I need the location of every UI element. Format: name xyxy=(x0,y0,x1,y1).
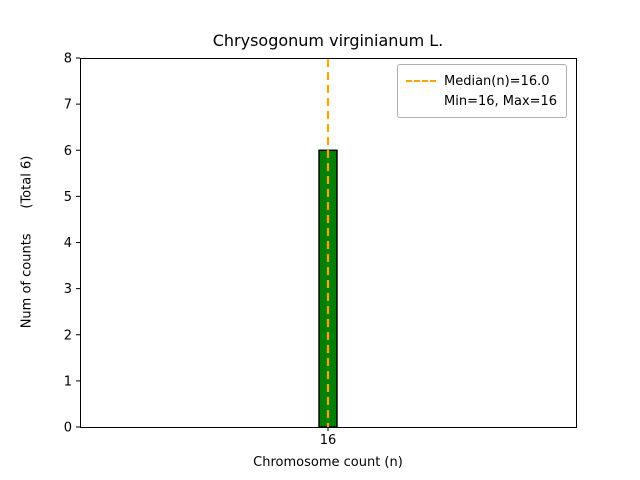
legend-row-median: Median(n)=16.0 xyxy=(406,71,558,91)
y-tick-label: 0 xyxy=(64,421,72,436)
legend-label-median: Median(n)=16.0 xyxy=(444,73,550,89)
y-tick-label: 6 xyxy=(64,144,72,159)
y-tick-label: 2 xyxy=(64,328,72,343)
median-dashed-line-icon xyxy=(406,80,436,82)
x-axis-label: Chromosome count (n) xyxy=(253,455,403,470)
y-tick-label: 4 xyxy=(64,236,72,251)
legend: Median(n)=16.0 Min=16, Max=16 xyxy=(397,64,567,118)
chart-title: Chrysogonum virginianum L. xyxy=(212,31,444,50)
y-tick-label: 8 xyxy=(64,52,72,67)
legend-label-minmax: Min=16, Max=16 xyxy=(444,93,558,109)
legend-row-minmax: Min=16, Max=16 xyxy=(406,91,558,111)
y-tick-label: 3 xyxy=(64,282,72,297)
y-tick-label: 5 xyxy=(64,190,72,205)
y-axis-label: Num of counts (Total 6) xyxy=(19,155,35,329)
x-tick-label: 16 xyxy=(320,433,337,448)
axes-frame xyxy=(80,58,577,428)
y-tick-label: 1 xyxy=(64,374,72,389)
y-tick-label: 7 xyxy=(64,98,72,113)
